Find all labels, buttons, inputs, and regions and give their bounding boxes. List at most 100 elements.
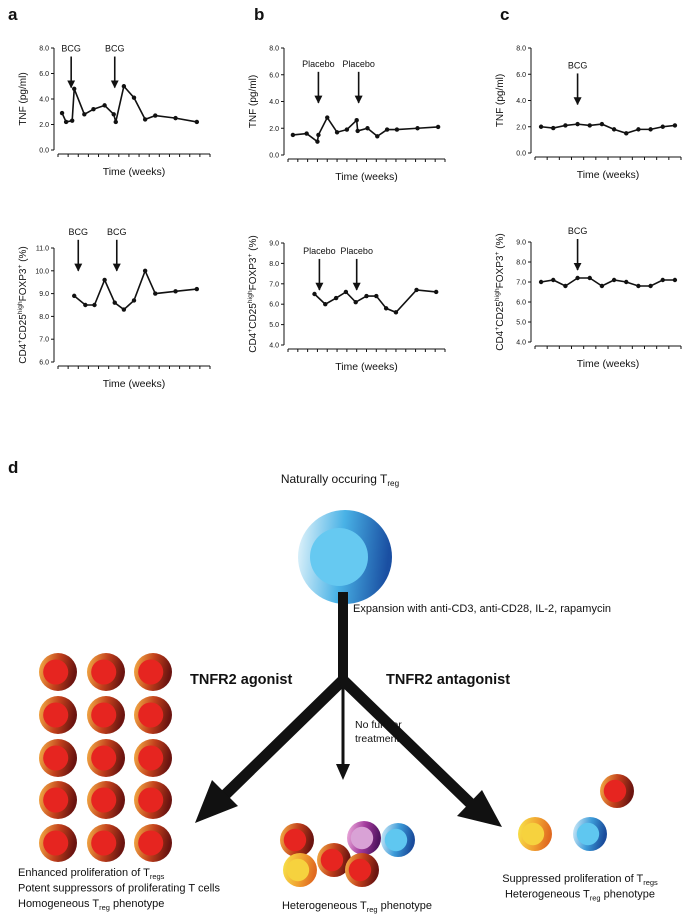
annotation-label: BCG <box>69 227 89 237</box>
text-part: (%) <box>18 246 29 264</box>
arrow-head <box>457 790 502 827</box>
y-tick-label: 7.0 <box>269 281 279 288</box>
text-part: FOXP3 <box>18 268 29 301</box>
data-point <box>393 310 399 315</box>
y-tick-label: 6.0 <box>516 300 526 307</box>
y-tick-label: 6.0 <box>269 72 279 79</box>
data-point <box>415 126 420 131</box>
text-part: + <box>494 252 501 256</box>
source-label: Naturally occuring Treg <box>281 472 400 488</box>
data-point <box>648 127 653 132</box>
x-axis-label: Time (weeks) <box>335 361 398 373</box>
data-point <box>334 130 340 135</box>
no-treatment-outcome: Heterogeneous Treg phenotype <box>282 900 432 914</box>
data-point <box>575 121 580 127</box>
y-tick-label: 8.0 <box>39 46 49 53</box>
cell-nucleus <box>138 787 164 813</box>
annotation-label: Placebo <box>342 59 375 69</box>
y-tick-label: 9.0 <box>516 240 526 247</box>
data-point <box>611 277 617 283</box>
cell-nucleus <box>521 822 545 846</box>
y-axis-label: TNF (pg/ml) <box>495 74 506 127</box>
text-part: Potent suppressors of proliferating T ce… <box>18 883 220 895</box>
data-point <box>316 132 321 138</box>
treg-nucleus <box>310 528 368 586</box>
panel-label: a <box>8 5 18 24</box>
panel-label: c <box>500 5 509 24</box>
y-tick-label: 10.0 <box>35 268 49 275</box>
y-tick-label: 4.0 <box>269 99 279 106</box>
annotation-label: Placebo <box>303 246 336 256</box>
annotation-label: BCG <box>105 44 125 54</box>
text-part: FOXP3 <box>495 255 506 288</box>
data-point <box>538 124 544 129</box>
diagram <box>195 510 502 827</box>
cell-nucleus <box>138 659 164 685</box>
text-part: reg <box>387 479 399 488</box>
text-part: (%) <box>495 233 506 251</box>
data-line <box>73 268 197 311</box>
text-part: Enhanced proliferation of T <box>18 867 150 879</box>
annotation-label: BCG <box>107 227 127 237</box>
data-point <box>538 279 544 285</box>
arrow-head <box>195 780 238 823</box>
data-point <box>173 289 178 294</box>
y-tick-label: 5.0 <box>516 320 526 327</box>
y-tick-label: 6.0 <box>516 72 526 79</box>
data-point <box>355 128 360 134</box>
data-point <box>153 113 158 118</box>
text-part: + <box>494 327 501 331</box>
data-point <box>194 119 200 125</box>
data-point <box>599 121 605 127</box>
data-point <box>660 124 665 129</box>
annotation-label: BCG <box>568 60 588 70</box>
cell-nucleus <box>91 830 117 856</box>
data-point <box>312 291 317 297</box>
data-point <box>624 279 629 285</box>
data-point <box>433 289 439 295</box>
data-line <box>540 277 675 287</box>
data-point <box>672 123 678 128</box>
data-point <box>587 123 592 128</box>
text-part: + <box>17 265 24 269</box>
annotation-label: Placebo <box>302 59 335 69</box>
agonist-label: TNFR2 agonist <box>190 672 292 688</box>
data-point <box>365 126 370 131</box>
data-point <box>636 283 641 289</box>
text-part: (%) <box>248 235 259 253</box>
data-point <box>173 115 178 121</box>
y-tick-label: 4.0 <box>516 98 526 105</box>
data-point <box>563 123 568 128</box>
cell-nucleus <box>320 848 344 872</box>
agonist-outcome: Enhanced proliferation of Tregs <box>18 867 165 881</box>
antagonist-outcome: Heterogeneous Treg phenotype <box>505 889 655 903</box>
text-part: FOXP3 <box>248 257 259 290</box>
arrow-head <box>336 764 350 780</box>
data-point <box>102 103 107 108</box>
data-point <box>290 132 296 138</box>
y-tick-label: 6.0 <box>39 360 49 367</box>
cell-nucleus <box>43 787 69 813</box>
y-tick-label: 8.0 <box>269 261 279 268</box>
x-axis-label: Time (weeks) <box>103 166 166 178</box>
data-point <box>563 283 568 289</box>
text-part: regs <box>643 878 658 887</box>
y-tick-label: 0.0 <box>516 151 526 158</box>
data-line <box>540 123 676 135</box>
y-tick-label: 0.0 <box>39 148 49 155</box>
cell-nucleus <box>576 822 600 846</box>
y-tick-label: 7.0 <box>516 280 526 287</box>
text-part: reg <box>590 894 601 903</box>
cell-nucleus <box>43 659 69 685</box>
cell-nucleus <box>138 745 164 771</box>
text-part: phenotype <box>601 889 655 901</box>
data-point <box>599 283 605 289</box>
data-point <box>315 139 320 144</box>
text-part: Homogeneous T <box>18 898 99 910</box>
antagonist-label: TNFR2 antagonist <box>386 672 510 688</box>
data-point <box>636 127 641 132</box>
data-point <box>672 277 678 283</box>
data-point <box>354 118 359 123</box>
cell-nucleus <box>350 826 374 850</box>
